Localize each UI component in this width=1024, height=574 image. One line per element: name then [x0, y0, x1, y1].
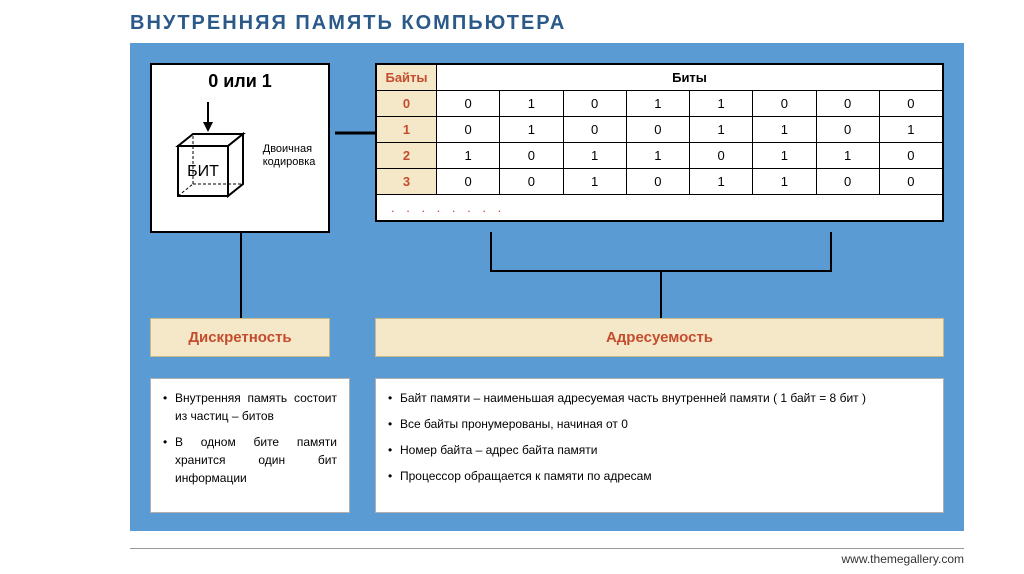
cube-icon: БИТ — [158, 96, 257, 216]
table-row: 101001101 — [377, 117, 943, 143]
bits-header: Биты — [437, 65, 943, 91]
table-row: 210110110 — [377, 143, 943, 169]
bit-cell: 0 — [690, 143, 753, 169]
bit-cell: 1 — [563, 169, 626, 195]
bit-cell: 0 — [816, 91, 879, 117]
list-item: Байт памяти – наименьшая адресуемая част… — [388, 389, 931, 407]
byte-index: 2 — [377, 143, 437, 169]
bit-cell: 1 — [626, 143, 689, 169]
bit-cell: 1 — [563, 143, 626, 169]
list-item: В одном бите памяти хранится один бит ин… — [163, 433, 337, 487]
bit-cell: 1 — [626, 91, 689, 117]
bit-cell: 0 — [500, 169, 563, 195]
cube-text: БИТ — [187, 163, 219, 180]
bit-cell: 0 — [500, 143, 563, 169]
table-row: 300101100 — [377, 169, 943, 195]
bit-cell: 0 — [563, 117, 626, 143]
bit-cell: 1 — [500, 117, 563, 143]
bit-cell: 0 — [879, 91, 942, 117]
bit-cell: 1 — [690, 117, 753, 143]
bit-cell: 0 — [816, 117, 879, 143]
connector — [830, 232, 832, 272]
bit-cell: 0 — [563, 91, 626, 117]
bit-cell: 0 — [626, 117, 689, 143]
page-title: ВНУТРЕННЯЯ ПАМЯТЬ КОМПЬЮТЕРА — [0, 0, 1024, 43]
table-row: 001011000 — [377, 91, 943, 117]
bit-cell: 0 — [437, 91, 500, 117]
memory-table: Байты Биты 00101100010100110121011011030… — [375, 63, 944, 222]
bit-cell: 1 — [690, 169, 753, 195]
byte-index: 0 — [377, 91, 437, 117]
bit-cell: 1 — [753, 143, 816, 169]
label-addressability: Адресуемость — [375, 318, 944, 357]
bit-cell: 1 — [437, 143, 500, 169]
bit-cell: 0 — [626, 169, 689, 195]
bit-cell: 1 — [690, 91, 753, 117]
bit-cell: 0 — [437, 117, 500, 143]
bit-header: 0 или 1 — [158, 71, 322, 92]
desc-right: Байт памяти – наименьшая адресуемая част… — [375, 378, 944, 513]
bit-cell: 1 — [753, 117, 816, 143]
table-row: . . . . . . . . — [377, 195, 943, 221]
bit-cell: 0 — [437, 169, 500, 195]
bit-block: 0 или 1 БИТ Двоичная кодировка — [150, 63, 330, 233]
bit-cell: 1 — [500, 91, 563, 117]
connector — [240, 233, 242, 318]
byte-index: 3 — [377, 169, 437, 195]
bit-cell: 0 — [879, 143, 942, 169]
connector — [660, 270, 662, 318]
main-panel: 0 или 1 БИТ Двоичная кодировка — [130, 43, 964, 531]
bit-cell: 1 — [753, 169, 816, 195]
bit-cell: 0 — [816, 169, 879, 195]
list-item: Все байты пронумерованы, начиная от 0 — [388, 415, 931, 433]
bit-cell: 1 — [879, 117, 942, 143]
list-item: Номер байта – адрес байта памяти — [388, 441, 931, 459]
bit-cell: 0 — [753, 91, 816, 117]
bit-cell: 1 — [816, 143, 879, 169]
ellipsis-cell: . . . . . . . . — [377, 195, 943, 221]
desc-left: Внутренняя память состоит из частиц – би… — [150, 378, 350, 513]
label-discreteness: Дискретность — [150, 318, 330, 357]
encoding-label: Двоичная кодировка — [263, 143, 322, 169]
footer-url: www.themegallery.com — [130, 548, 964, 566]
bytes-header: Байты — [377, 65, 437, 91]
list-item: Внутренняя память состоит из частиц – би… — [163, 389, 337, 425]
bit-cell: 0 — [879, 169, 942, 195]
list-item: Процессор обращается к памяти по адресам — [388, 467, 931, 485]
byte-index: 1 — [377, 117, 437, 143]
connector — [490, 232, 492, 272]
